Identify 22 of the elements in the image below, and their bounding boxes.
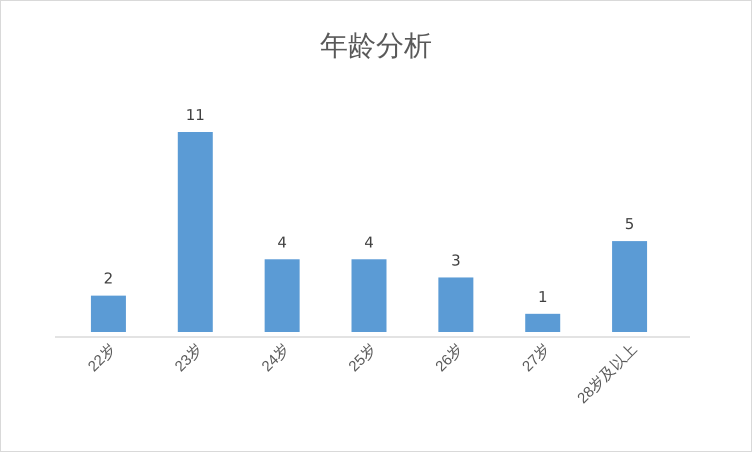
x-tick-label: 28岁及以上 <box>574 340 640 408</box>
x-tick-label: 26岁 <box>432 340 467 376</box>
x-tick-label: 25岁 <box>345 340 380 376</box>
bar <box>178 132 213 332</box>
bar <box>352 259 386 332</box>
data-label: 2 <box>104 270 114 288</box>
data-label: 4 <box>277 233 287 252</box>
bar <box>438 277 474 332</box>
x-tick-label: 27岁 <box>519 340 554 376</box>
bar <box>264 259 300 332</box>
bar <box>612 241 648 332</box>
x-tick-label: 23岁 <box>172 340 206 376</box>
chart-title: 年龄分析 <box>320 30 432 61</box>
data-label: 11 <box>186 106 205 124</box>
x-tick-label: 24岁 <box>258 340 293 376</box>
data-label: 5 <box>624 215 634 234</box>
bar <box>525 314 560 332</box>
data-label: 3 <box>451 251 461 270</box>
data-label: 4 <box>364 233 374 252</box>
bar <box>90 296 126 332</box>
x-tick-label: 22岁 <box>84 340 120 376</box>
data-label: 1 <box>538 288 548 306</box>
